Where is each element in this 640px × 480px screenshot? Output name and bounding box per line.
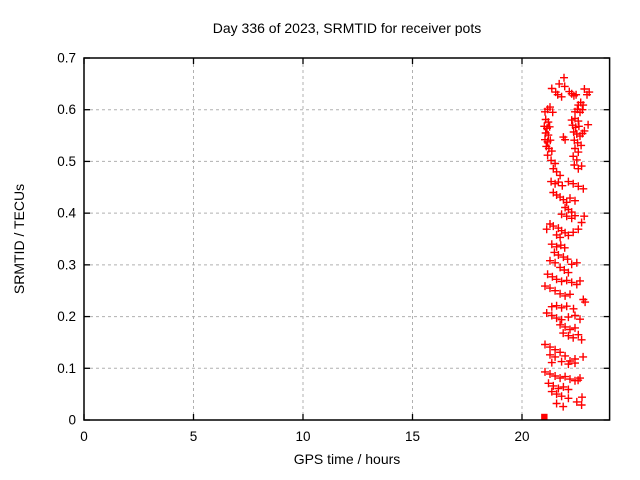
- gridlines: [84, 58, 610, 420]
- x-axis-label: GPS time / hours: [293, 451, 401, 467]
- y-axis-label: SRMTID / TECUs: [11, 183, 27, 295]
- on-axis-square-marker: [541, 413, 548, 421]
- x-tick-label: 20: [514, 429, 529, 444]
- y-tick-label: 0.2: [57, 309, 76, 324]
- x-tick-label: 5: [190, 429, 198, 444]
- data-points: [540, 73, 594, 421]
- tick-labels: 0 5 10 15 20 0 0.1 0.2 0.3 0.4 0.5 0.6 0.7: [57, 51, 529, 445]
- x-tick-label: 10: [295, 429, 310, 444]
- series-plus-markers: [540, 73, 594, 411]
- x-tick-label: 0: [80, 429, 88, 444]
- y-tick-label: 0.5: [57, 154, 76, 169]
- y-tick-label: 0.6: [57, 102, 76, 117]
- y-tick-label: 0.1: [57, 361, 76, 376]
- tick-marks: [83, 57, 610, 421]
- y-tick-label: 0.3: [57, 257, 76, 272]
- y-tick-label: 0.4: [57, 206, 76, 221]
- x-tick-label: 15: [405, 429, 420, 444]
- y-tick-label: 0: [68, 413, 76, 428]
- y-tick-label: 0.7: [57, 51, 76, 66]
- chart-title: Day 336 of 2023, SRMTID for receiver pot…: [212, 20, 482, 36]
- plot-border: [83, 57, 611, 421]
